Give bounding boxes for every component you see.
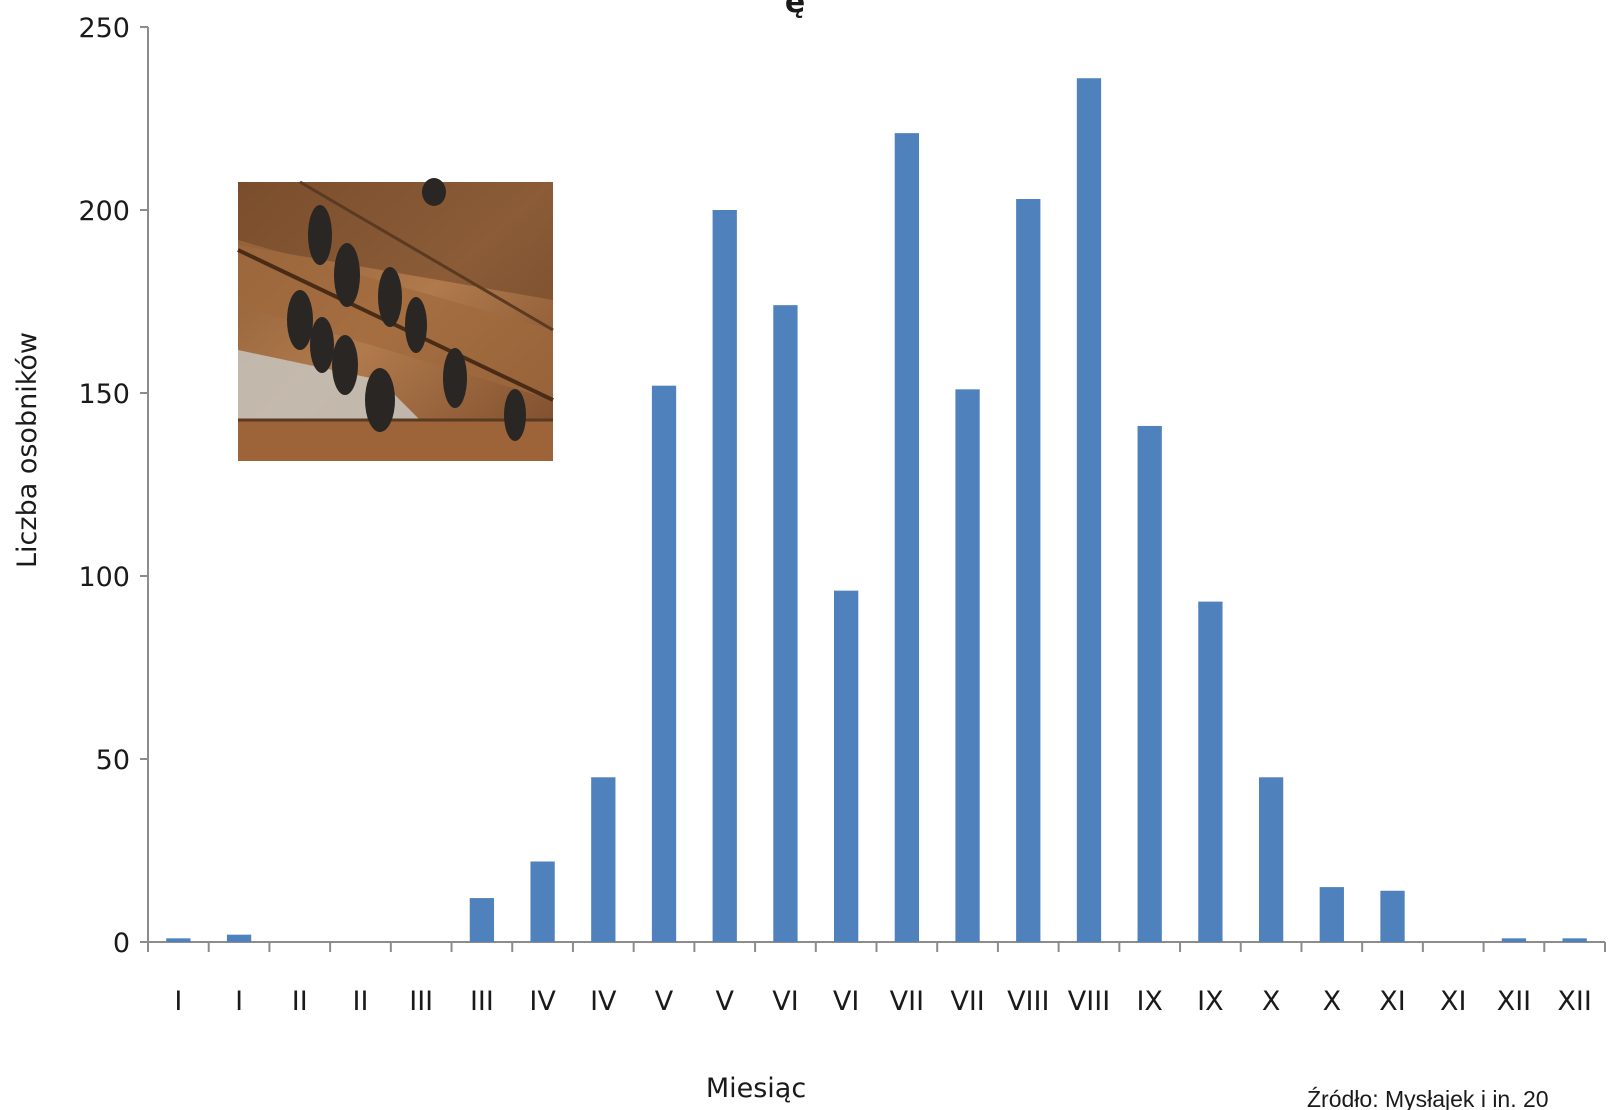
bar [1501,938,1527,942]
bar [591,777,616,942]
bar [773,305,798,942]
y-axis-title: Liczba osobników [12,332,43,568]
bar [1076,78,1102,943]
y-tick-label: 100 [78,562,130,593]
x-tick-label: VII [950,986,984,1017]
x-tick-label: X [1262,986,1281,1017]
x-tick-label: VIII [1007,986,1049,1017]
x-tick-label: VIII [1068,986,1110,1017]
x-tick-label: X [1323,986,1342,1017]
x-tick-label: I [235,986,243,1017]
bar [651,385,677,942]
x-tick-label: IX [1136,986,1162,1017]
y-tick-label: 250 [78,13,130,44]
x-tick-label: VI [833,986,859,1017]
bats-roosting-photo-icon [237,178,554,461]
y-tick-label: 0 [113,928,130,959]
y-tick-label: 50 [96,745,130,776]
bar [226,934,252,942]
y-tick-label: 150 [78,379,130,410]
bar [1198,601,1223,942]
bar [1319,887,1344,942]
y-tick-label: 200 [78,196,130,227]
bar [1562,938,1587,942]
bar [834,590,859,942]
x-tick-label: II [353,986,369,1017]
x-tick-label: VI [772,986,798,1017]
bar [1380,890,1405,942]
x-tick-label: IX [1197,986,1223,1017]
bar [955,389,980,943]
x-tick-label: I [174,986,182,1017]
bar [1137,425,1162,942]
bar [469,898,495,942]
x-tick-label: XII [1557,986,1591,1017]
x-tick-label: XII [1497,986,1531,1017]
bar [894,133,919,942]
chart-title: ę [785,0,805,20]
x-tick-label: VII [890,986,924,1017]
x-tick-label: IV [590,986,617,1017]
x-tick-label: XI [1379,986,1405,1017]
x-tick-label: III [470,986,494,1017]
x-tick-label: V [715,986,734,1017]
x-axis-title: Miesiąc [706,1073,806,1104]
bar [1016,199,1041,942]
source-note: Źródło: Mysłajek i in. 20 [1307,1086,1549,1110]
bar [530,861,555,942]
x-tick-label: IV [529,986,556,1017]
bar [1258,777,1284,942]
x-tick-label: XI [1440,986,1466,1017]
y-axis: 0 50 100 150 200 250 [78,13,149,959]
x-tick-label: III [409,986,433,1017]
bar [166,938,191,942]
bar [712,210,737,942]
x-tick-label: II [292,986,308,1017]
x-tick-label: V [655,986,674,1017]
bars [166,78,1587,943]
x-axis: I I II II III III IV IV V V VI VI VII VII VIII VIII IX IX… [147,941,1606,1017]
